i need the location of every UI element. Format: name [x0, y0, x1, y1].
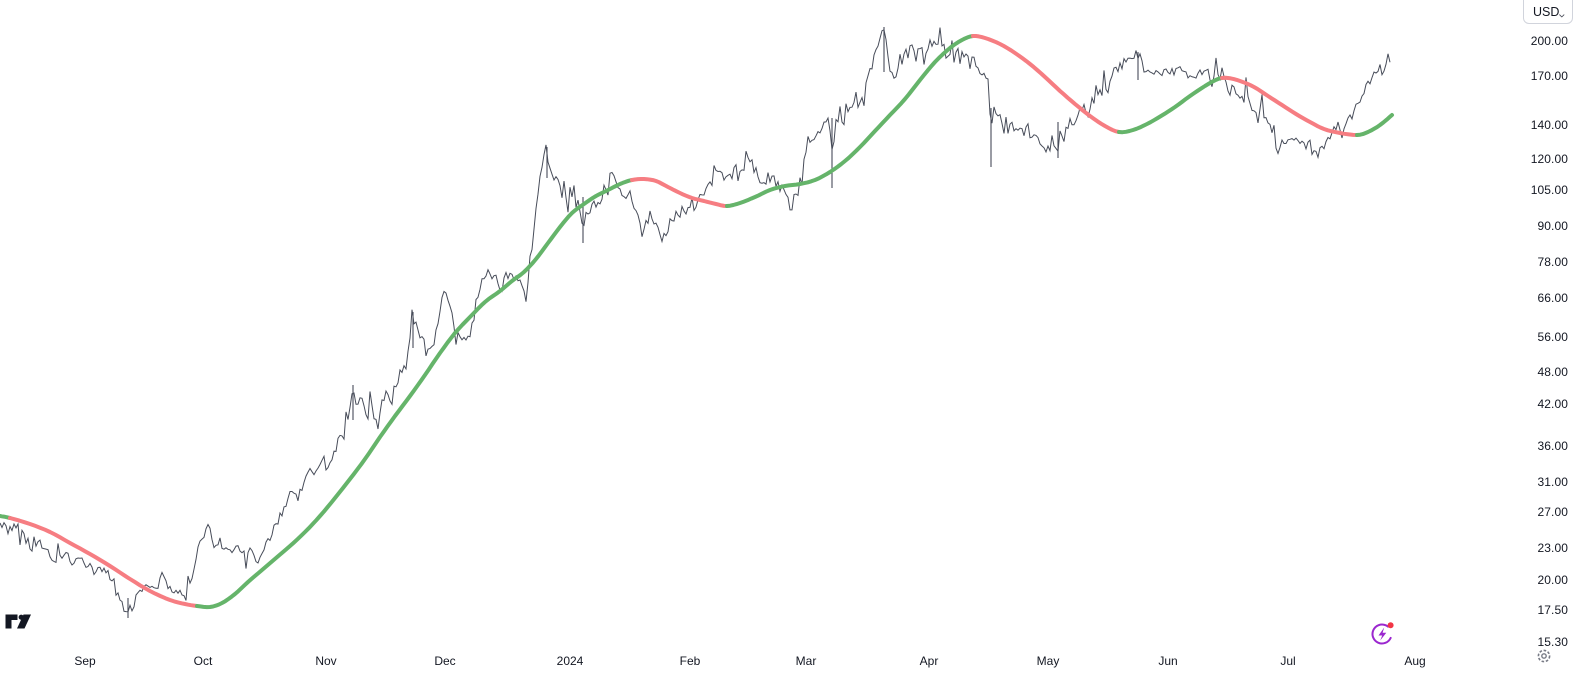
chevron-down-icon	[1559, 14, 1565, 18]
currency-label: USD	[1533, 5, 1560, 19]
price-axis-label: 42.00	[1537, 397, 1568, 411]
price-axis-label: 90.00	[1537, 219, 1568, 233]
time-axis-label: Aug	[1404, 654, 1426, 668]
spark-insights-button[interactable]	[1368, 618, 1398, 653]
price-axis-label: 105.00	[1530, 183, 1568, 197]
spark-lightning-icon	[1371, 622, 1394, 645]
price-axis-label: 120.00	[1530, 152, 1568, 166]
price-axis-label: 56.00	[1537, 330, 1568, 344]
currency-dropdown-button[interactable]: USD	[1523, 0, 1573, 24]
time-axis-label: May	[1036, 654, 1060, 668]
price-axis-label: 20.00	[1537, 573, 1568, 587]
price-axis-label: 23.00	[1537, 541, 1568, 555]
price-axis-label: 78.00	[1537, 255, 1568, 269]
price-axis-label: 27.00	[1537, 505, 1568, 519]
price-axis-label: 48.00	[1537, 365, 1568, 379]
price-axis-label: 36.00	[1537, 439, 1568, 453]
price-axis-label: 66.00	[1537, 291, 1568, 305]
time-axis-label: Mar	[795, 654, 817, 668]
time-axis-label: Oct	[193, 654, 213, 668]
time-axis-label: Sep	[74, 654, 96, 668]
time-axis-label: Feb	[679, 654, 701, 668]
time-axis-label: Nov	[315, 654, 337, 668]
time-axis[interactable]: Sep Oct Nov Dec 2024 Feb Mar Apr May Jun Jul Aug	[0, 650, 1520, 674]
tradingview-logo-icon	[5, 614, 31, 629]
time-axis-label: Dec	[434, 654, 456, 668]
axis-settings-button[interactable]	[1536, 648, 1552, 669]
time-axis-label: Jun	[1158, 654, 1178, 668]
gear-icon	[1537, 649, 1551, 663]
price-axis-label: 17.50	[1537, 603, 1568, 617]
price-axis-label: 31.00	[1537, 475, 1568, 489]
time-axis-label: 2024	[556, 654, 584, 668]
price-axis[interactable]: 200.00 170.00 140.00 120.00 105.00 90.00 78.00…	[1521, 0, 1579, 674]
price-axis-label: 15.30	[1537, 635, 1568, 649]
price-axis-label: 200.00	[1530, 34, 1568, 48]
tradingview-logo[interactable]	[5, 613, 32, 635]
time-axis-label: Apr	[919, 654, 939, 668]
time-axis-label: Jul	[1280, 654, 1296, 668]
price-axis-label: 140.00	[1530, 118, 1568, 132]
alert-dot	[1387, 622, 1394, 629]
price-axis-label: 170.00	[1530, 69, 1568, 83]
